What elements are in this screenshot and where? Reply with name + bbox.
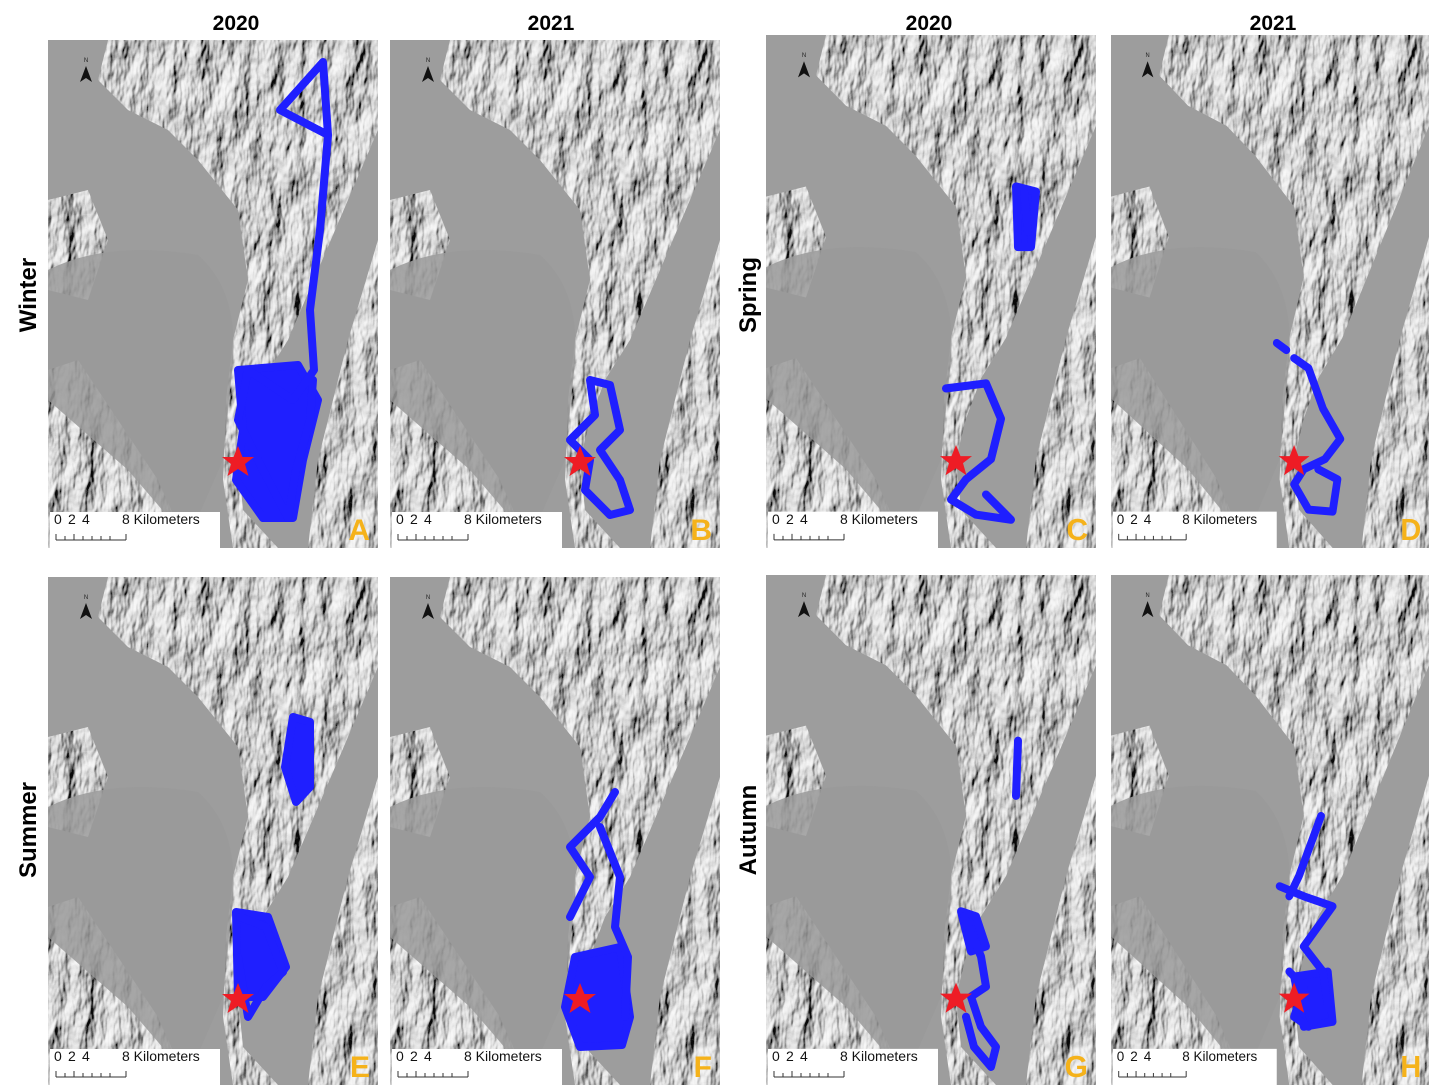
north-label: N: [426, 58, 430, 64]
scale-label: 2: [410, 1048, 418, 1064]
scale-label: 8 Kilometers: [122, 511, 200, 527]
terrain: [1111, 35, 1429, 548]
scale-label: 4: [800, 511, 808, 527]
season-label: Summer: [15, 782, 42, 878]
home-range-track: [1024, 192, 1028, 232]
scale-label: 8 Kilometers: [122, 1048, 200, 1064]
scale-label: 4: [424, 1048, 432, 1064]
panel-letter: E: [350, 1051, 370, 1084]
scale-label: 8 Kilometers: [840, 511, 918, 527]
scale-label: 2: [410, 511, 418, 527]
scale-label: 8 Kilometers: [840, 1048, 918, 1064]
column-header: 2021: [528, 12, 575, 35]
scale-label: 8 Kilometers: [464, 1048, 542, 1064]
terrain: [1111, 575, 1429, 1085]
scale-label: 2: [68, 511, 76, 527]
scale-label: 0: [54, 511, 62, 527]
figure: 2020202120202021WinterSpringSummerAutumn…: [0, 0, 1429, 1087]
scale-label: 2: [786, 511, 794, 527]
panel-letter: G: [1065, 1051, 1088, 1084]
terrain: [48, 577, 378, 1085]
scale-label: 0: [1117, 510, 1125, 526]
home-range-track: [1016, 741, 1018, 796]
scale-label: 8 Kilometers: [1182, 1049, 1257, 1064]
scale-label: 2: [1130, 1049, 1137, 1064]
scale-label: 0: [396, 1048, 404, 1064]
scale-label: 2: [1130, 510, 1138, 526]
home-range-area: [285, 717, 310, 802]
scale-label: 8 Kilometers: [464, 511, 542, 527]
column-header: 2020: [213, 12, 260, 35]
scale-label: 0: [1117, 1049, 1125, 1064]
scale-label: 0: [396, 511, 404, 527]
terrain: [766, 575, 1096, 1085]
panel-letter: C: [1066, 514, 1088, 547]
scale-label: 4: [82, 511, 90, 527]
panel-letter: D: [1400, 513, 1421, 547]
column-header: 2021: [1250, 12, 1297, 35]
season-label: Winter: [15, 258, 42, 332]
scale-label: 4: [1144, 1049, 1152, 1064]
scale-label: 0: [772, 1048, 780, 1064]
north-label: N: [84, 595, 88, 601]
scale-label: 4: [1144, 510, 1152, 526]
north-label: N: [1146, 593, 1150, 599]
scale-label: 2: [68, 1048, 76, 1064]
scale-label: 8 Kilometers: [1182, 510, 1257, 526]
north-label: N: [84, 58, 88, 64]
scale-label: 0: [54, 1048, 62, 1064]
scale-label: 2: [786, 1048, 794, 1064]
scale-label: 4: [82, 1048, 90, 1064]
terrain: [766, 35, 1096, 548]
season-label: Spring: [735, 257, 762, 333]
north-label: N: [1146, 53, 1150, 59]
scale-label: 0: [772, 511, 780, 527]
column-header: 2020: [906, 12, 953, 35]
terrain: [390, 40, 720, 548]
scale-label: 4: [424, 511, 432, 527]
north-label: N: [426, 595, 430, 601]
panel-letter: F: [694, 1051, 712, 1084]
panel-letter: H: [1400, 1050, 1421, 1084]
season-label: Autumn: [735, 785, 762, 876]
terrain: [390, 577, 720, 1085]
north-label: N: [802, 593, 806, 599]
scale-label: 4: [800, 1048, 808, 1064]
panel-letter: A: [348, 514, 370, 547]
panel-letter: B: [690, 514, 712, 547]
north-label: N: [802, 53, 806, 59]
